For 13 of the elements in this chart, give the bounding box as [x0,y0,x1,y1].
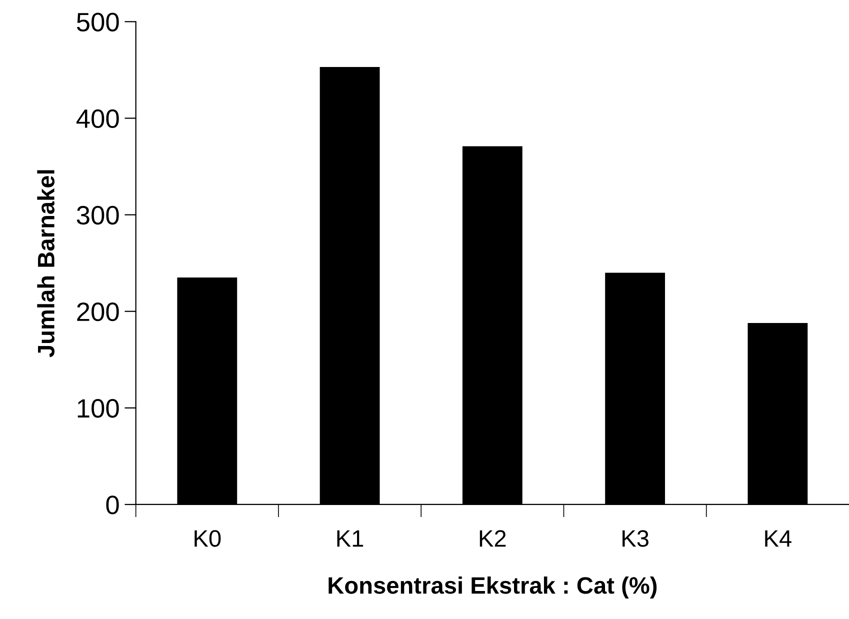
x-tick-label: K3 [622,530,648,547]
x-tick-label: K1 [337,530,364,547]
x-tick-label: K4 [765,530,792,547]
x-axis-title: Konsentrasi Ekstrak : Cat (%) [328,576,657,599]
y-tick-label: 500 [76,12,119,32]
x-tick-label: K0 [194,530,221,547]
x-tick-label: K2 [480,530,506,547]
y-tick-label: 0 [106,496,119,514]
y-tick-label: 300 [76,206,119,225]
y-axis-title: Jumlah Barnakel [37,170,55,358]
y-tick-label: 200 [77,302,119,322]
y-tick-label: 400 [76,109,119,128]
y-tick-label: 100 [78,399,119,418]
